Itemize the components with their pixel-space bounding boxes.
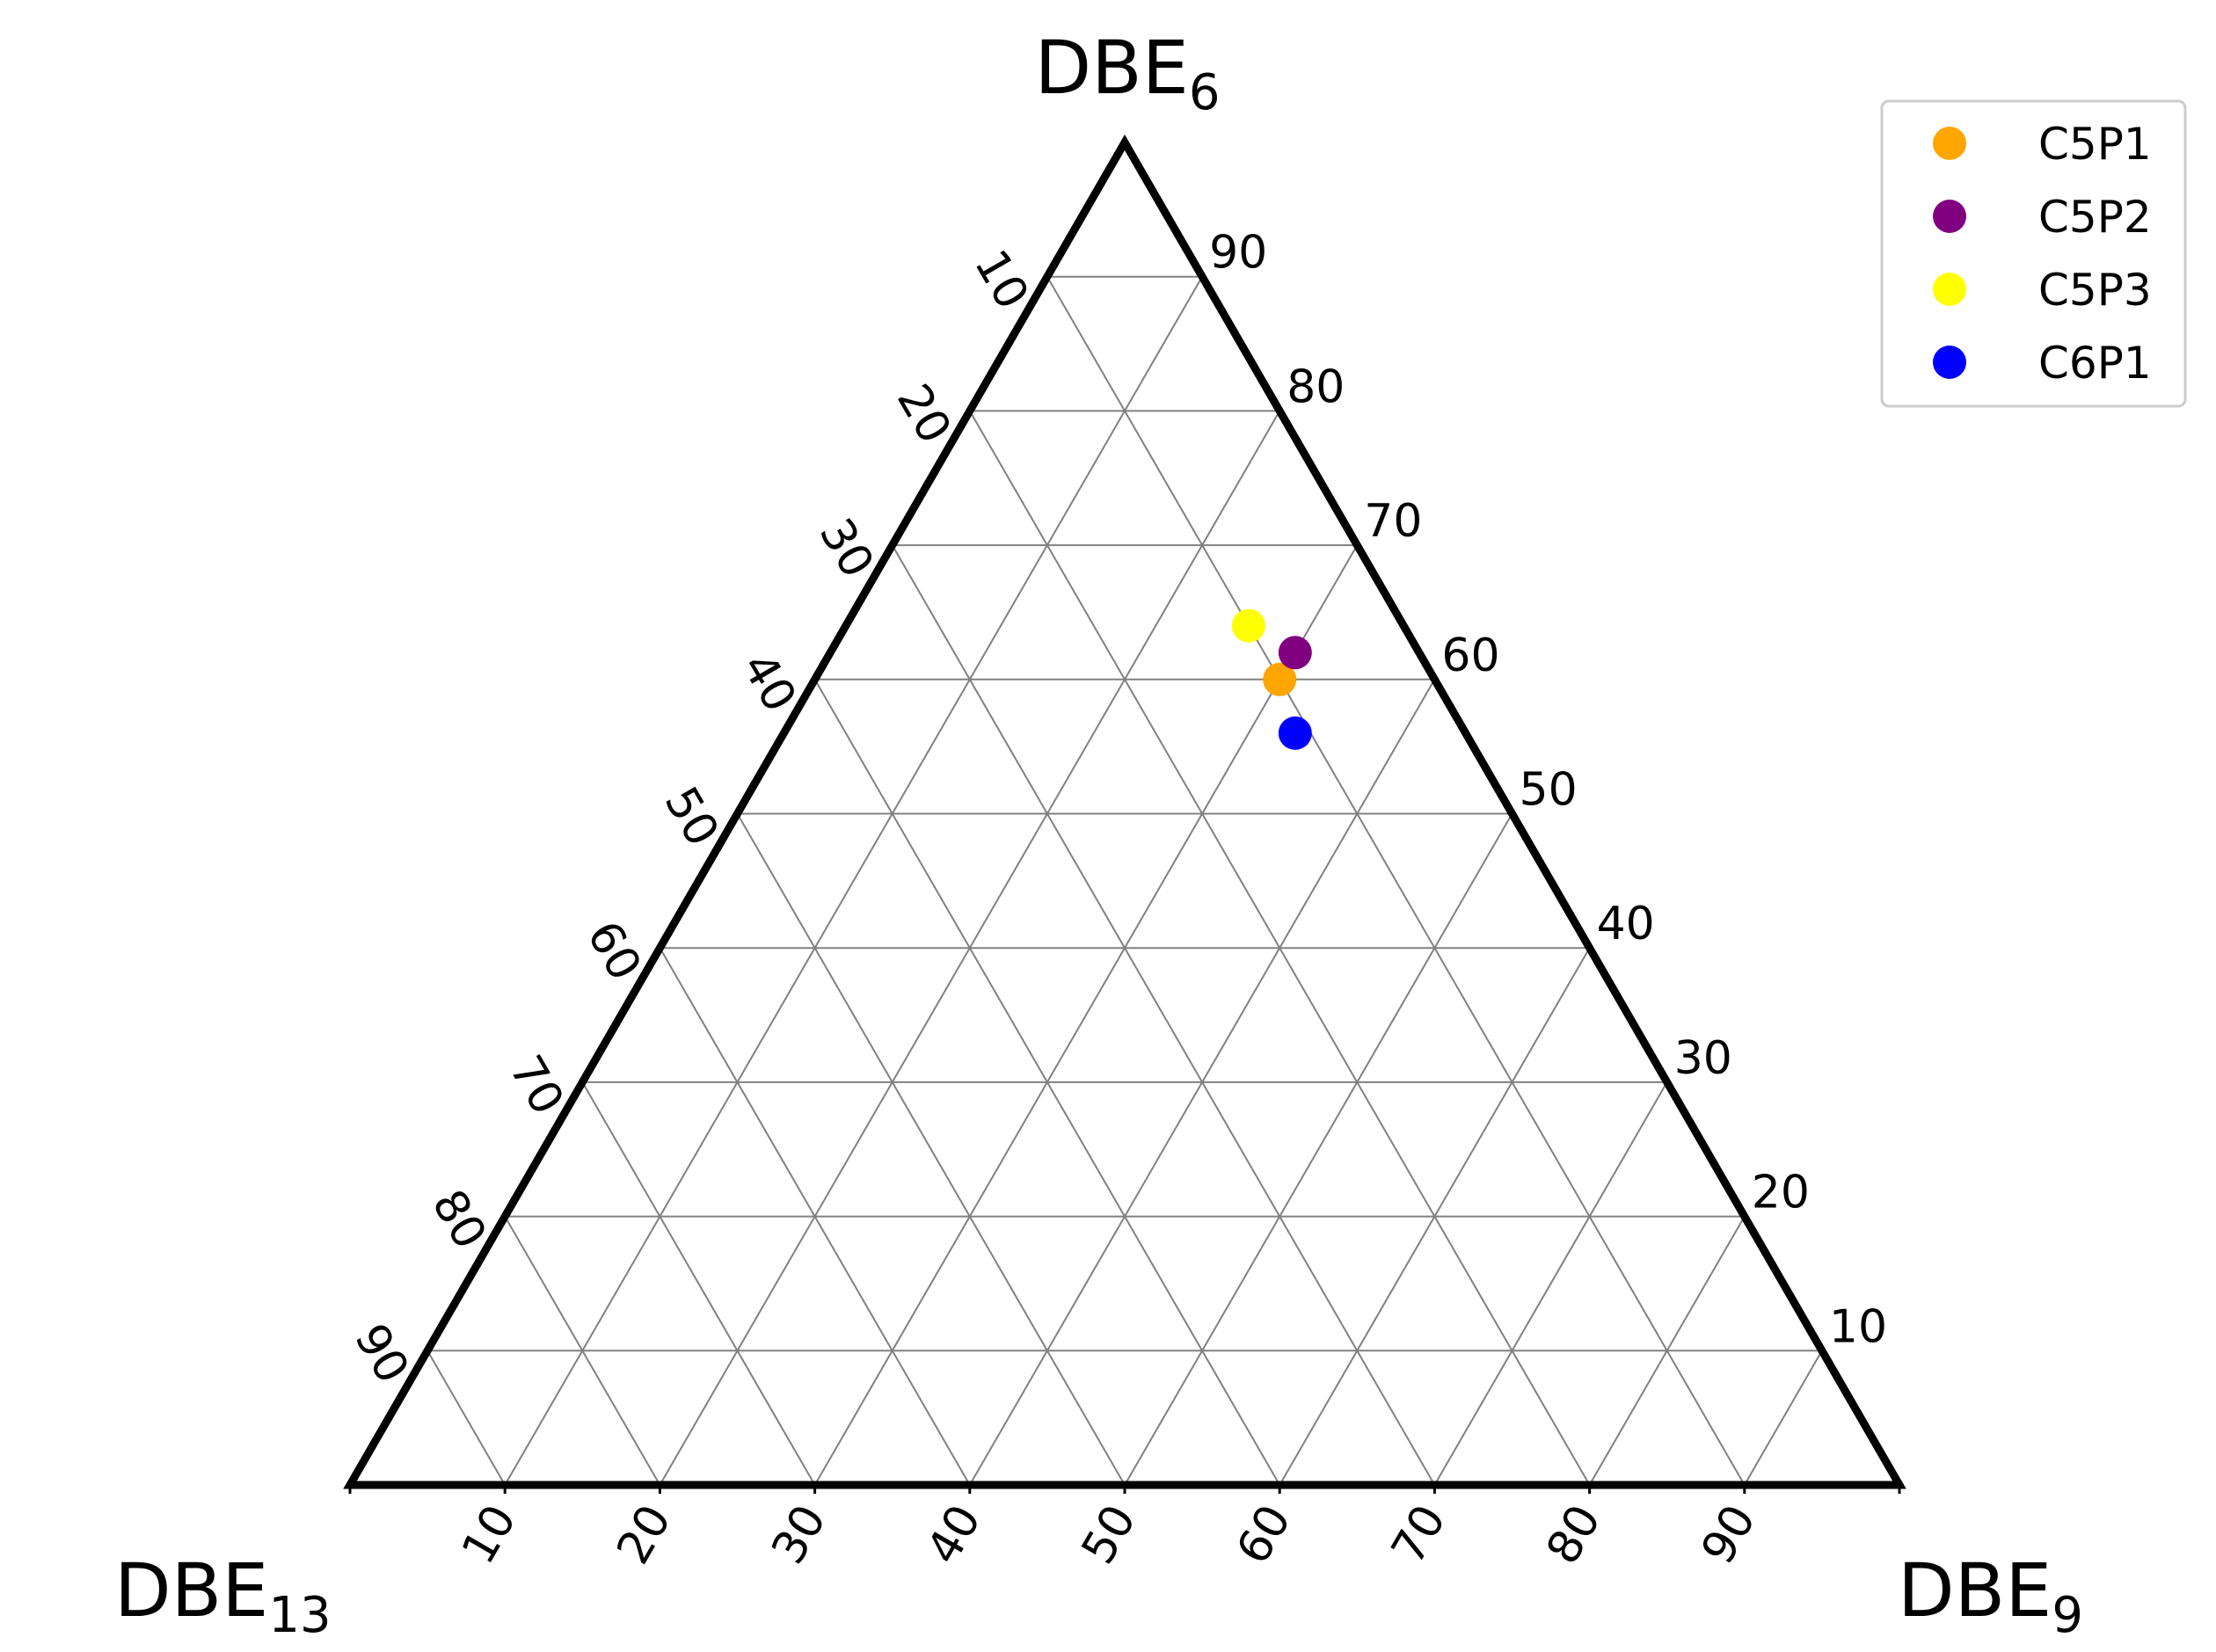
tick-label-bottom: 90 [1692,1496,1767,1573]
grid-line-dbe9 [505,277,1202,1485]
tick-label-bottom: 80 [1536,1496,1611,1573]
grid-line-dbe13 [582,1082,814,1485]
tick-label-bottom: 10 [452,1496,527,1573]
tick-label-right: 20 [1752,1167,1810,1219]
grid-line-dbe9 [1434,1082,1666,1485]
tick-label-bottom: 40 [917,1496,992,1573]
data-point-c5p3 [1232,609,1265,643]
grid-line-dbe13 [893,545,1435,1485]
corner-label-left: DBE13 [114,1547,332,1644]
tick-label-bottom: 30 [762,1496,836,1573]
grid-line-dbe13 [1047,277,1745,1485]
grid-line-dbe9 [1125,814,1513,1486]
grid-lines [427,277,1822,1485]
legend-marker-c6p1 [1933,346,1966,379]
legend-label-c5p1: C5P1 [2038,119,2152,170]
legend-label-c5p3: C5P3 [2038,265,2152,316]
tick-label-bottom: 70 [1381,1496,1456,1573]
legend: C5P1 C5P2 C5P3 C6P1 [1882,101,2185,406]
grid-line-dbe13 [427,1350,505,1485]
tick-label-right: 50 [1520,764,1578,817]
legend-label-c5p2: C5P2 [2038,192,2152,243]
corner-label-top: DBE6 [1034,25,1220,121]
tick-label-right: 80 [1287,360,1345,413]
tick-label-right: 40 [1597,898,1655,950]
legend-marker-c5p3 [1933,273,1966,306]
tick-label-right: 10 [1829,1300,1887,1353]
grid-line-dbe9 [1745,1350,1822,1485]
tick-label-right: 70 [1364,495,1422,548]
tick-label-right: 90 [1209,227,1267,280]
tick-label-bottom: 50 [1072,1496,1147,1573]
data-point-c5p2 [1279,636,1312,669]
legend-marker-c5p1 [1933,127,1966,160]
legend-marker-c5p2 [1933,200,1966,233]
tick-label-right: 60 [1441,630,1499,682]
tick-label-bottom: 20 [607,1496,682,1573]
legend-label-c6p1: C6P1 [2038,338,2152,389]
corner-label-right: DBE9 [1898,1547,2083,1644]
tick-label-right: 30 [1674,1032,1732,1085]
data-point-c6p1 [1279,717,1312,750]
tick-label-bottom: 60 [1227,1496,1301,1573]
grid-line-dbe13 [738,814,1126,1486]
